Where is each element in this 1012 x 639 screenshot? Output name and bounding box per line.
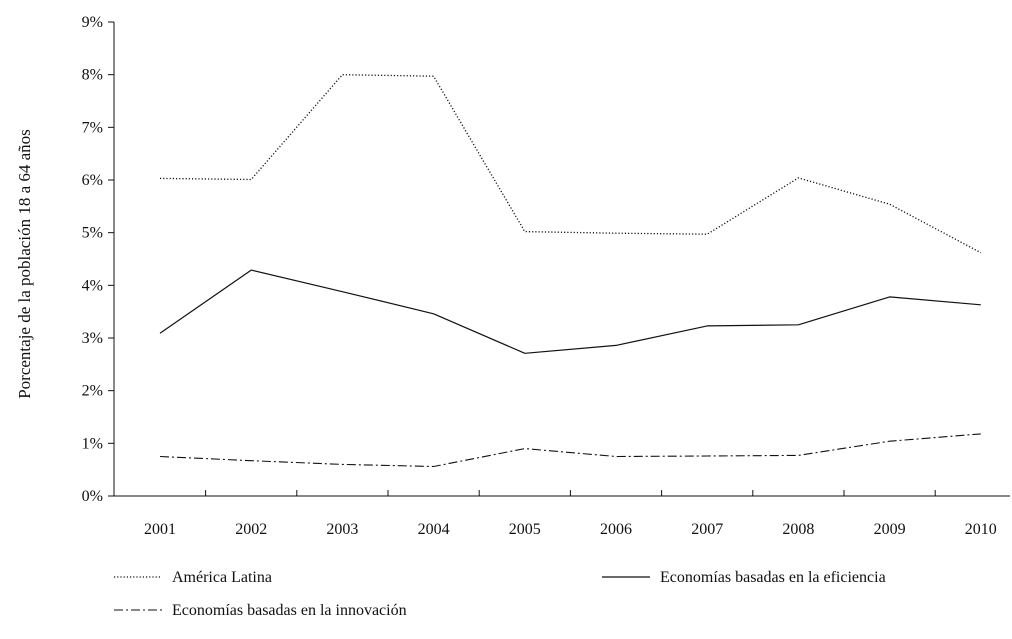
series-line-2 — [159, 269, 981, 354]
x-tick-label: 2003 — [326, 521, 358, 538]
y-axis-title: Porcentaje de la población 18 a 64 años — [15, 129, 34, 399]
x-tick-label: 2009 — [874, 521, 906, 538]
x-tick-label: 2010 — [965, 521, 997, 538]
legend-label-2: Economías basadas en la eficiencia — [660, 569, 886, 586]
x-tick-label: 2006 — [600, 521, 632, 538]
x-tick-label: 2002 — [235, 521, 267, 538]
y-tick-label: 9% — [82, 14, 103, 31]
y-tick-label: 4% — [82, 277, 103, 294]
series-line-1 — [159, 74, 982, 254]
y-tick-label: 5% — [82, 225, 103, 242]
legend-label-1: América Latina — [172, 569, 272, 586]
legend: América Latina Economías basadas en la ef… — [114, 569, 886, 619]
y-tick-label: 1% — [82, 435, 103, 452]
x-tick-label: 2001 — [144, 521, 176, 538]
x-tick-label: 2005 — [509, 521, 541, 538]
y-axis: 0% 1% 2% 3% 4% 5% 6% 7% 8% 9% — [82, 14, 115, 505]
series-lines — [159, 74, 982, 468]
x-tick-label: 2008 — [782, 521, 814, 538]
y-tick-label: 3% — [82, 330, 103, 347]
x-tick-label: 2004 — [418, 521, 450, 538]
y-tick-label: 0% — [82, 488, 103, 505]
y-tick-label: 2% — [82, 383, 103, 400]
y-tick-label: 8% — [82, 67, 103, 84]
x-axis: 2001 2002 2003 2004 2005 2006 2007 2008 2009 2010 — [114, 490, 1010, 538]
x-tick-label: 2007 — [691, 521, 723, 538]
y-tick-label: 7% — [82, 119, 103, 136]
y-tick-label: 6% — [82, 172, 103, 189]
series-line-3 — [159, 433, 981, 468]
legend-label-3: Economías basadas en la innovación — [172, 602, 407, 619]
